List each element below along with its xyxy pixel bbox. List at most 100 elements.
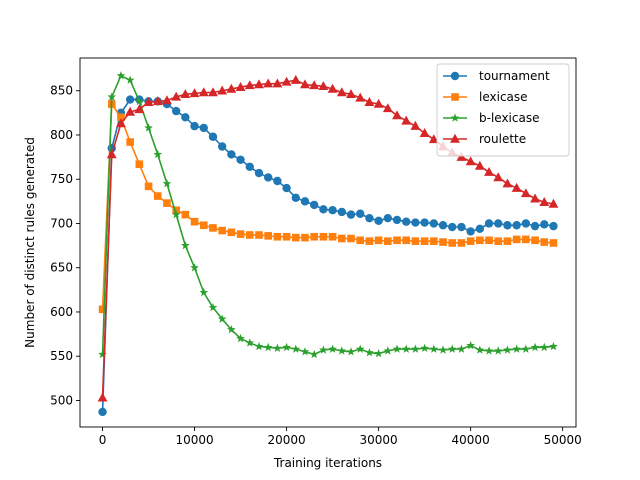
data-point-lexicase [439, 238, 447, 246]
data-point-b-lexicase [199, 287, 209, 297]
data-point-b-lexicase [291, 344, 301, 353]
data-point-b-lexicase [549, 341, 558, 351]
data-point-lexicase [135, 160, 144, 168]
data-point-b-lexicase [227, 325, 236, 334]
legend-box [436, 63, 570, 157]
legend-marker [450, 71, 460, 81]
data-point-tournament [263, 173, 273, 182]
data-point-tournament [374, 216, 383, 226]
legend-item: b-lexicase [443, 111, 539, 125]
data-point-roulette [548, 198, 559, 208]
data-point-tournament [540, 220, 549, 229]
data-point-roulette [318, 81, 329, 91]
data-point-roulette [198, 87, 209, 97]
data-point-lexicase [485, 236, 493, 245]
data-point-tournament [512, 221, 521, 230]
data-point-lexicase [153, 192, 162, 200]
data-point-b-lexicase [346, 347, 356, 356]
data-point-tournament [98, 407, 107, 417]
x-tick-label: 20000 [267, 433, 305, 447]
data-point-roulette [327, 83, 338, 93]
data-point-b-lexicase [475, 345, 485, 354]
data-point-roulette [171, 91, 182, 101]
data-point-tournament [549, 221, 558, 231]
data-point-lexicase [319, 232, 328, 241]
data-point-roulette [502, 178, 513, 188]
data-point-roulette [217, 85, 228, 95]
data-point-b-lexicase [392, 344, 402, 353]
data-point-lexicase [512, 235, 521, 244]
data-point-lexicase [540, 238, 549, 246]
data-point-b-lexicase [162, 179, 172, 188]
data-point-roulette [346, 89, 356, 99]
data-point-lexicase [98, 305, 107, 314]
x-tick-label: 50000 [544, 433, 582, 447]
data-point-roulette [530, 193, 540, 203]
data-point-b-lexicase [503, 345, 512, 354]
data-point-lexicase [209, 224, 217, 232]
data-point-tournament [530, 221, 540, 231]
data-point-roulette [281, 76, 292, 86]
data-point-tournament [392, 215, 402, 225]
data-point-lexicase [549, 239, 558, 247]
data-point-roulette [373, 98, 384, 108]
data-point-lexicase [356, 236, 365, 245]
data-point-roulette [180, 89, 191, 99]
data-point-roulette [244, 80, 255, 90]
data-point-b-lexicase [263, 342, 273, 352]
data-point-b-lexicase [383, 346, 393, 355]
data-point-tournament [337, 207, 347, 217]
data-point-tournament [438, 221, 448, 230]
data-point-roulette [300, 79, 310, 89]
data-point-lexicase [457, 239, 466, 247]
data-point-tournament [356, 209, 365, 218]
data-point-roulette [208, 87, 218, 97]
y-tick-label: 750 [50, 172, 73, 186]
data-point-lexicase [199, 221, 208, 230]
data-point-b-lexicase [521, 344, 531, 353]
data-point-b-lexicase [493, 346, 503, 355]
data-point-lexicase [503, 237, 512, 245]
data-point-tournament [475, 224, 485, 233]
data-point-lexicase [420, 237, 429, 245]
legend-item: tournament [443, 69, 550, 83]
data-point-tournament [328, 206, 337, 215]
data-point-lexicase [264, 232, 272, 240]
data-point-lexicase [301, 233, 309, 242]
data-point-roulette [465, 156, 476, 166]
x-tick-label: 40000 [452, 433, 490, 447]
legend-label: b-lexicase [479, 111, 539, 125]
plot-area [97, 71, 559, 417]
plot-frame [79, 57, 577, 428]
data-point-b-lexicase [374, 348, 383, 358]
data-point-roulette [410, 120, 421, 130]
data-point-lexicase [384, 237, 392, 245]
data-point-roulette [134, 104, 145, 114]
x-axis-label: Training iterations [273, 456, 382, 470]
data-point-b-lexicase [337, 346, 347, 355]
data-point-lexicase [117, 113, 125, 122]
data-point-roulette [254, 79, 264, 89]
data-point-roulette [474, 160, 485, 170]
data-point-roulette [401, 115, 412, 125]
data-point-roulette [336, 87, 347, 97]
data-point-b-lexicase [282, 342, 291, 352]
data-point-tournament [319, 205, 328, 214]
data-point-lexicase [365, 237, 374, 245]
data-point-b-lexicase [484, 346, 494, 355]
data-point-tournament [291, 193, 300, 203]
series-b-lexicase [98, 71, 558, 359]
axes [79, 57, 577, 428]
data-point-b-lexicase [300, 347, 310, 356]
data-point-lexicase [328, 232, 337, 241]
data-point-tournament [199, 123, 208, 133]
data-point-lexicase [227, 228, 236, 237]
data-point-roulette [539, 197, 550, 206]
data-point-b-lexicase [208, 302, 218, 312]
data-point-roulette [484, 166, 494, 176]
data-point-roulette [152, 96, 163, 106]
data-point-b-lexicase [309, 349, 319, 359]
x-tick-label: 0 [99, 433, 107, 447]
data-point-b-lexicase [438, 345, 448, 354]
data-point-lexicase [402, 236, 411, 245]
